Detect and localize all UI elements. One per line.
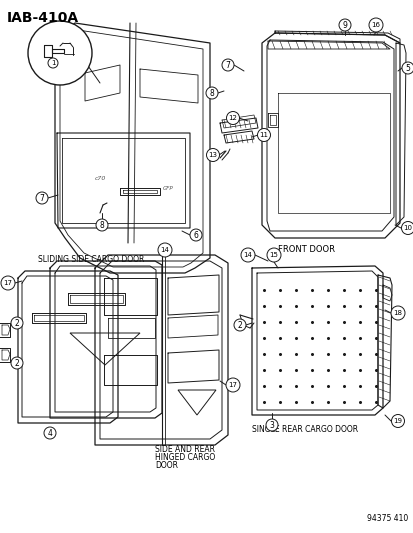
Text: GFP: GFP xyxy=(162,185,173,190)
Circle shape xyxy=(401,222,413,235)
Text: 11: 11 xyxy=(259,132,268,138)
Circle shape xyxy=(221,59,233,71)
Text: 8: 8 xyxy=(209,88,214,98)
Circle shape xyxy=(44,427,56,439)
Circle shape xyxy=(206,149,219,161)
Text: SLIDING SIDE CARGO DOOR: SLIDING SIDE CARGO DOOR xyxy=(38,255,144,264)
Circle shape xyxy=(36,192,48,204)
Text: DOOR: DOOR xyxy=(154,461,178,470)
Circle shape xyxy=(240,248,254,262)
Text: IAB-410A: IAB-410A xyxy=(7,11,79,25)
Text: HINGED CARGO: HINGED CARGO xyxy=(154,453,215,462)
Text: 19: 19 xyxy=(392,418,401,424)
Text: SIDE AND REAR: SIDE AND REAR xyxy=(154,445,214,454)
Text: 2: 2 xyxy=(237,320,242,329)
Circle shape xyxy=(257,128,270,141)
Text: 16: 16 xyxy=(370,22,380,28)
Text: 12: 12 xyxy=(228,115,237,121)
Circle shape xyxy=(233,319,245,331)
Text: FRONT DOOR: FRONT DOOR xyxy=(277,245,334,254)
Text: c70: c70 xyxy=(94,175,105,181)
Text: 5: 5 xyxy=(405,63,409,72)
Text: 7: 7 xyxy=(40,193,44,203)
Circle shape xyxy=(338,19,350,31)
Text: 17: 17 xyxy=(228,382,237,388)
Circle shape xyxy=(266,248,280,262)
Circle shape xyxy=(266,419,277,431)
Circle shape xyxy=(11,317,23,329)
Text: 2: 2 xyxy=(14,359,19,367)
Text: 18: 18 xyxy=(392,310,401,316)
Text: 9: 9 xyxy=(342,20,347,29)
Circle shape xyxy=(1,276,15,290)
Circle shape xyxy=(401,62,413,74)
Circle shape xyxy=(226,111,239,125)
Text: 17: 17 xyxy=(3,280,12,286)
Text: 6: 6 xyxy=(193,230,198,239)
Circle shape xyxy=(96,219,108,231)
Circle shape xyxy=(206,87,218,99)
Circle shape xyxy=(368,18,382,32)
Text: 15: 15 xyxy=(269,252,278,258)
Text: 8: 8 xyxy=(100,221,104,230)
Text: 94375 410: 94375 410 xyxy=(366,514,407,523)
Circle shape xyxy=(11,357,23,369)
Text: 10: 10 xyxy=(403,225,411,231)
Text: 2: 2 xyxy=(14,319,19,327)
Text: 14: 14 xyxy=(243,252,252,258)
Text: 7: 7 xyxy=(225,61,230,69)
Circle shape xyxy=(190,229,202,241)
Text: 4: 4 xyxy=(47,429,52,438)
Circle shape xyxy=(48,58,58,68)
Circle shape xyxy=(225,378,240,392)
Text: 13: 13 xyxy=(208,152,217,158)
Text: 1: 1 xyxy=(51,60,55,66)
Text: 14: 14 xyxy=(160,247,169,253)
Text: SINGLE REAR CARGO DOOR: SINGLE REAR CARGO DOOR xyxy=(252,425,357,434)
Text: 3: 3 xyxy=(269,421,274,430)
Circle shape xyxy=(158,243,171,257)
Circle shape xyxy=(390,306,404,320)
Circle shape xyxy=(391,415,404,427)
Circle shape xyxy=(28,21,92,85)
